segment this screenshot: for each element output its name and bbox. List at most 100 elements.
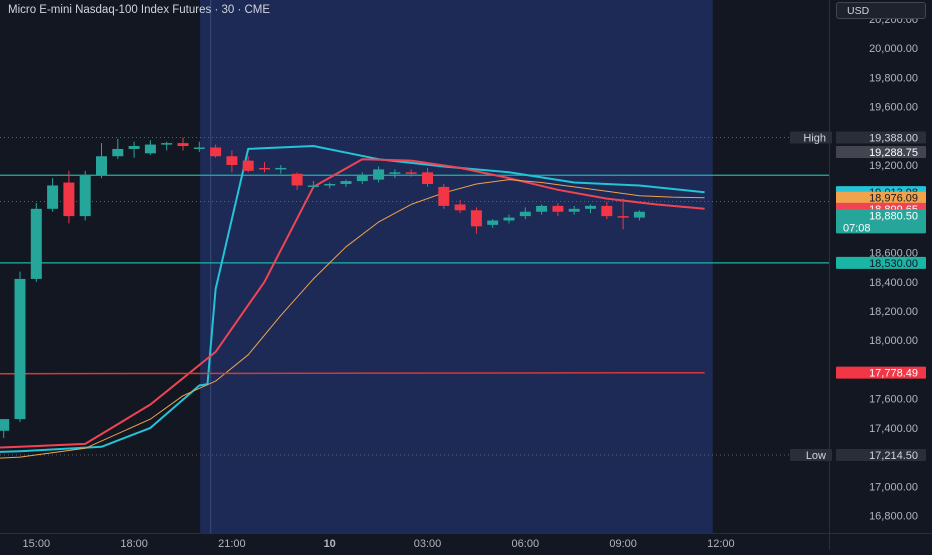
candle-body (128, 146, 140, 149)
price-badge-countdown: 07:08 (843, 222, 871, 234)
price-badge-bg (836, 256, 926, 269)
candle (14, 271, 26, 423)
candle (503, 214, 515, 224)
candle-body (161, 143, 173, 145)
candle-body (633, 211, 645, 218)
candle (324, 182, 336, 189)
candle (259, 162, 270, 173)
price-badge-label: 17,214.50 (869, 450, 918, 462)
y-tick-label: 18,400.00 (869, 277, 918, 289)
candle-body (503, 217, 515, 221)
candle-body (405, 172, 417, 174)
candle-body (210, 147, 222, 157)
x-tick-label: 06:00 (512, 538, 540, 550)
candle (128, 141, 140, 158)
y-tick-label: 18,200.00 (869, 306, 918, 318)
candle (356, 172, 368, 184)
candle (633, 210, 645, 221)
candle (487, 219, 499, 228)
candle (470, 207, 482, 234)
candle (307, 181, 319, 189)
candle (63, 170, 75, 224)
candle (0, 419, 10, 439)
candle-body (242, 160, 254, 171)
price-badge-bg (836, 366, 926, 379)
price-badge-prefix-bg (790, 448, 832, 461)
candle-body (112, 148, 124, 157)
candle (405, 169, 417, 177)
price-badge: 17,214.50 Low (790, 448, 926, 462)
candle (585, 204, 596, 214)
y-tick-label: 17,000.00 (869, 481, 918, 493)
candle (373, 166, 385, 183)
price-badge-label: 18,976.09 (869, 193, 918, 205)
price-badge-label: 19,288.75 (869, 147, 918, 159)
candle-body (14, 278, 26, 420)
candle-body (389, 172, 401, 174)
y-tick-label: 19,200.00 (869, 160, 918, 172)
candle-body (96, 156, 107, 176)
price-badge-label: 18,880.50 (869, 210, 918, 222)
price-badge-bg (836, 131, 926, 144)
y-tick-label: 17,400.00 (869, 423, 918, 435)
price-badge-bg (836, 448, 926, 461)
candle (454, 200, 466, 214)
candle-body (324, 183, 336, 186)
price-badge: 19,388.00 High (790, 131, 926, 145)
y-tick-label: 19,600.00 (869, 102, 918, 114)
candle (519, 207, 531, 220)
x-tick-label: 03:00 (414, 538, 442, 550)
ma-line-red (0, 158, 705, 449)
price-badge-label: 17,778.49 (869, 368, 918, 380)
y-tick-label: 18,600.00 (869, 248, 918, 260)
x-tick-label: 12:00 (707, 538, 735, 550)
currency-selector[interactable]: USD (836, 2, 926, 19)
x-tick-label: 09:00 (609, 538, 637, 550)
price-badge-prefix-bg (790, 131, 832, 144)
candle-body (79, 175, 91, 217)
candle (422, 167, 433, 187)
candle (438, 183, 450, 209)
y-tick-label: 16,800.00 (869, 510, 918, 522)
candle (177, 137, 189, 151)
candle-body (144, 144, 156, 154)
candle-body (454, 204, 466, 211)
candle-body (552, 205, 564, 212)
candle-body (340, 181, 352, 184)
candle (617, 198, 629, 230)
price-badge-bg (836, 146, 926, 159)
candle-body (275, 167, 287, 170)
candle (389, 169, 401, 179)
candle-body (519, 211, 531, 217)
price-badge-label: 19,388.00 (869, 133, 918, 145)
candle (275, 165, 287, 174)
candle-body (259, 167, 270, 170)
x-tick-label: 21:00 (218, 538, 246, 550)
x-tick-label: 18:00 (120, 538, 148, 550)
ma-line-orange (0, 179, 705, 459)
candle (536, 204, 548, 215)
candle (226, 150, 238, 173)
x-tick-label: 15:00 (23, 538, 51, 550)
candle (210, 144, 222, 158)
candle-body (536, 205, 548, 212)
candle (161, 141, 173, 151)
candle (30, 202, 42, 282)
candle-body (193, 147, 205, 149)
candle-body (373, 169, 385, 180)
candle-body (585, 205, 596, 209)
x-tick-label: 10 (324, 538, 336, 550)
ma-line-cyan (0, 145, 705, 453)
chart-title: Micro E-mini Nasdaq-100 Index Futures · … (8, 4, 271, 16)
candle (601, 201, 613, 220)
candle-body (487, 220, 499, 225)
candle-body (47, 185, 59, 209)
price-badge: 18,976.09 (836, 191, 926, 205)
candle-body (438, 186, 450, 206)
price-badge-bg (836, 191, 926, 204)
y-tick-label: 19,800.00 (869, 72, 918, 84)
y-tick-label: 18,000.00 (869, 335, 918, 347)
